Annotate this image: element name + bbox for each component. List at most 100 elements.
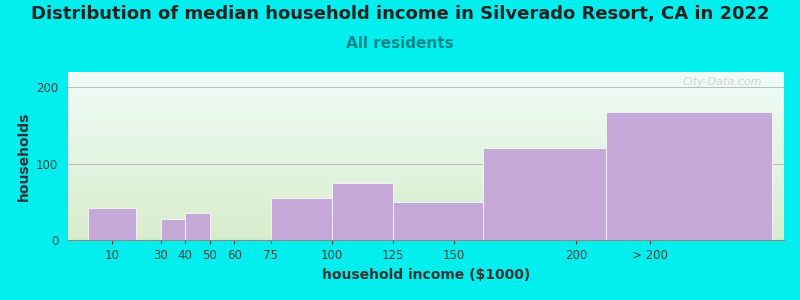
- Bar: [68, 214, 784, 215]
- Bar: [68, 237, 784, 238]
- Bar: [68, 110, 784, 111]
- Bar: [68, 129, 784, 130]
- Bar: [68, 149, 784, 150]
- Bar: [68, 122, 784, 123]
- Bar: [68, 117, 784, 118]
- Bar: [68, 126, 784, 127]
- Bar: [68, 120, 784, 121]
- Bar: [68, 183, 784, 184]
- Bar: [186, 213, 210, 240]
- Bar: [271, 198, 332, 240]
- Bar: [393, 202, 483, 240]
- Bar: [68, 156, 784, 157]
- Bar: [68, 201, 784, 202]
- Bar: [68, 86, 784, 87]
- Bar: [68, 187, 784, 188]
- Bar: [68, 157, 784, 158]
- Bar: [68, 133, 784, 134]
- Bar: [68, 118, 784, 119]
- Bar: [68, 194, 784, 195]
- Bar: [68, 103, 784, 104]
- Bar: [87, 208, 137, 240]
- Text: City-Data.com: City-Data.com: [683, 77, 762, 87]
- Bar: [68, 172, 784, 173]
- Bar: [68, 220, 784, 221]
- Bar: [68, 179, 784, 180]
- Bar: [68, 155, 784, 156]
- Bar: [68, 232, 784, 233]
- Bar: [68, 171, 784, 172]
- Bar: [68, 111, 784, 112]
- Bar: [68, 224, 784, 225]
- Bar: [68, 205, 784, 206]
- Bar: [68, 107, 784, 108]
- Bar: [68, 105, 784, 106]
- Bar: [68, 134, 784, 135]
- Bar: [68, 89, 784, 90]
- Y-axis label: households: households: [17, 111, 30, 201]
- Bar: [68, 101, 784, 102]
- Bar: [68, 213, 784, 214]
- Bar: [68, 178, 784, 179]
- Bar: [68, 169, 784, 170]
- Bar: [68, 153, 784, 154]
- Bar: [68, 138, 784, 139]
- Bar: [68, 136, 784, 137]
- Bar: [68, 158, 784, 159]
- Bar: [483, 148, 606, 240]
- Bar: [68, 115, 784, 116]
- Bar: [68, 223, 784, 224]
- Bar: [68, 210, 784, 211]
- Bar: [68, 84, 784, 85]
- Bar: [68, 143, 784, 144]
- Bar: [68, 96, 784, 97]
- Bar: [68, 192, 784, 193]
- Bar: [68, 186, 784, 187]
- Bar: [68, 197, 784, 198]
- Bar: [68, 154, 784, 155]
- Bar: [68, 231, 784, 232]
- Bar: [68, 79, 784, 80]
- Bar: [68, 199, 784, 200]
- Bar: [68, 227, 784, 228]
- Text: Distribution of median household income in Silverado Resort, CA in 2022: Distribution of median household income …: [30, 4, 770, 22]
- Text: All residents: All residents: [346, 36, 454, 51]
- Bar: [68, 169, 784, 170]
- Bar: [68, 188, 784, 189]
- Bar: [68, 161, 784, 162]
- Bar: [68, 140, 784, 141]
- Bar: [68, 215, 784, 216]
- Bar: [68, 132, 784, 133]
- Bar: [68, 233, 784, 234]
- Bar: [68, 82, 784, 83]
- Bar: [68, 163, 784, 164]
- Bar: [68, 150, 784, 151]
- Bar: [68, 92, 784, 93]
- Bar: [68, 204, 784, 205]
- Bar: [68, 195, 784, 196]
- Bar: [68, 85, 784, 86]
- Bar: [606, 112, 772, 240]
- Bar: [68, 78, 784, 79]
- Bar: [68, 209, 784, 210]
- Bar: [68, 148, 784, 149]
- Bar: [68, 130, 784, 131]
- Bar: [68, 145, 784, 146]
- X-axis label: household income ($1000): household income ($1000): [322, 268, 530, 282]
- Bar: [68, 90, 784, 91]
- Bar: [68, 185, 784, 186]
- Bar: [68, 95, 784, 96]
- Bar: [68, 203, 784, 204]
- Bar: [68, 87, 784, 88]
- Bar: [68, 124, 784, 125]
- Bar: [68, 146, 784, 147]
- Bar: [68, 102, 784, 103]
- Bar: [68, 217, 784, 218]
- Bar: [68, 127, 784, 128]
- Bar: [68, 165, 784, 166]
- Bar: [68, 196, 784, 197]
- Bar: [68, 190, 784, 191]
- Bar: [68, 141, 784, 142]
- Bar: [68, 100, 784, 101]
- Bar: [68, 168, 784, 169]
